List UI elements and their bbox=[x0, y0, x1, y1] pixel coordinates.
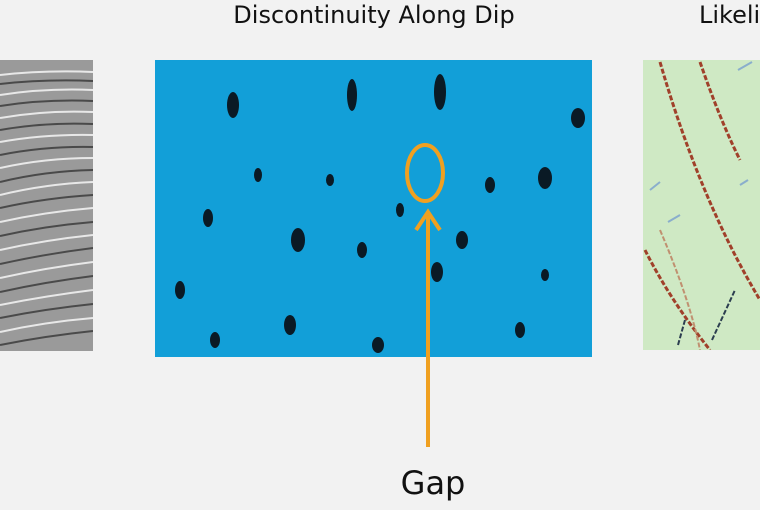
discontinuity-image bbox=[155, 60, 592, 357]
gap-ellipse bbox=[405, 143, 445, 203]
panel-title: Discontinuity Along Dip bbox=[233, 1, 514, 29]
panel-title: Likelil bbox=[699, 1, 760, 29]
seismic-image bbox=[0, 60, 93, 351]
likelihood-image bbox=[643, 60, 760, 350]
gap-arrowhead bbox=[414, 208, 442, 232]
gap-label: Gap bbox=[401, 464, 466, 502]
